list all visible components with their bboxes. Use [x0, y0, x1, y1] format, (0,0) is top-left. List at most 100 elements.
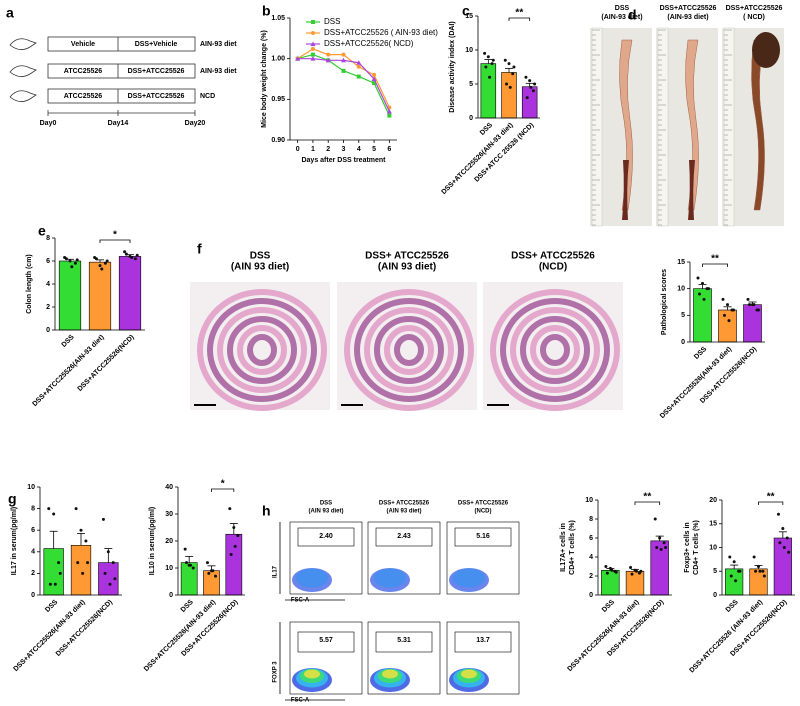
group-box — [47, 63, 196, 79]
data-point — [723, 313, 726, 317]
y-tick-label: 10 — [165, 565, 173, 572]
y-tick-label: 0 — [589, 592, 593, 599]
data-point — [508, 85, 512, 89]
y-tick-label: 20 — [165, 538, 173, 545]
data-point — [124, 252, 128, 256]
data-point — [525, 96, 529, 100]
flow-title: (NCD) — [475, 509, 492, 515]
x-tick-label: 2 — [326, 146, 330, 153]
x-tick-label: 1 — [311, 146, 315, 153]
histology-title: DSS+ ATCC25526 — [511, 251, 595, 262]
bar — [58, 260, 82, 331]
data-point — [58, 571, 62, 575]
data-point — [732, 560, 736, 564]
data-point — [732, 308, 735, 312]
gate-value: 2.43 — [397, 533, 411, 540]
data-point — [488, 75, 492, 79]
significance-label: * — [113, 230, 117, 241]
data-point — [512, 65, 516, 69]
data-point — [205, 561, 209, 565]
data-point — [98, 264, 102, 268]
tissue-spiral — [490, 289, 620, 411]
event-density — [453, 568, 485, 588]
marker — [341, 68, 346, 73]
phase-label: ATCC25526 — [64, 93, 102, 100]
group-box — [47, 88, 196, 104]
data-point — [658, 536, 662, 540]
legend-label: DSS+ATCC25526( NCD) — [324, 39, 414, 48]
data-point — [53, 582, 57, 586]
data-point — [94, 257, 98, 261]
bar — [501, 72, 517, 119]
tissue-ring — [394, 334, 424, 366]
x-tick-label: 4 — [357, 146, 361, 153]
histology-title: (AIN 93 diet) — [378, 262, 436, 273]
day-label: Day0 — [40, 120, 57, 127]
y-tick-label: 10 — [465, 47, 473, 54]
y-tick-label: 30 — [165, 511, 173, 518]
tissue-spiral — [197, 289, 327, 411]
phase-label: ATCC25526 — [64, 68, 102, 75]
y-tick-label: 1.00 — [271, 56, 285, 63]
gate — [375, 527, 433, 547]
line — [297, 48, 390, 108]
significance-bracket — [758, 501, 784, 505]
event-density — [382, 669, 398, 679]
histology-title: (NCD) — [539, 262, 567, 273]
data-point — [130, 256, 134, 260]
data-point — [233, 544, 237, 548]
data-point — [662, 541, 666, 545]
photo-label: (AIN-93 diet) — [667, 14, 708, 21]
y-tick-label: 2 — [589, 573, 593, 580]
flow-title: DSS — [320, 501, 332, 507]
x-tick-label: DSS+ATCC25526(NCD) — [77, 334, 136, 393]
event-density — [461, 669, 477, 679]
bar — [118, 256, 142, 331]
tissue-spiral — [344, 289, 474, 411]
day-label: Day14 — [108, 120, 129, 127]
line — [297, 53, 390, 116]
data-point — [738, 569, 742, 573]
data-point — [64, 257, 68, 261]
marker — [326, 52, 331, 57]
gate-value: 2.40 — [319, 533, 333, 540]
data-point — [734, 579, 738, 583]
phase-label: DSS+ATCC25526 — [128, 68, 185, 75]
data-point — [533, 82, 537, 86]
data-point — [505, 82, 509, 86]
ruler — [591, 27, 603, 227]
y-tick-label: 40 — [165, 484, 173, 491]
panel-letter: b — [262, 3, 271, 19]
data-point — [721, 297, 725, 301]
data-point — [726, 303, 729, 307]
y-tick-label: 15 — [677, 259, 685, 266]
y-axis-label: IL17 in serum(pg/ml) — [11, 507, 18, 575]
flow-title: DSS+ ATCC25526 — [379, 501, 430, 507]
tissue-ring — [227, 316, 297, 384]
data-point — [531, 89, 535, 93]
data-point — [84, 539, 88, 543]
marker — [310, 52, 315, 57]
x-tick-label: DSS — [725, 599, 740, 614]
y-tick-label: 2 — [31, 570, 35, 577]
bar — [718, 309, 737, 343]
panel-letter: d — [628, 7, 637, 23]
y-tick-label: 0 — [681, 339, 685, 346]
event-density — [374, 568, 406, 588]
y-tick-label: 0 — [31, 592, 35, 599]
data-point — [754, 569, 758, 573]
y-tick-label: 4 — [46, 281, 50, 288]
data-point — [629, 565, 633, 569]
marker — [341, 57, 346, 63]
significance-bracket — [211, 488, 235, 492]
marker — [372, 81, 377, 86]
y-tick-label: 0.90 — [271, 137, 285, 144]
data-point — [101, 517, 105, 521]
y-axis-label: Mice body weight change (%) — [261, 30, 268, 128]
data-point — [48, 582, 52, 586]
photo-label: (AIN-93 diet) — [601, 14, 642, 21]
data-point — [183, 547, 187, 551]
data-point — [507, 62, 511, 66]
x-tick-label: DSS — [180, 599, 195, 614]
y-tick-label: 20 — [709, 497, 717, 504]
